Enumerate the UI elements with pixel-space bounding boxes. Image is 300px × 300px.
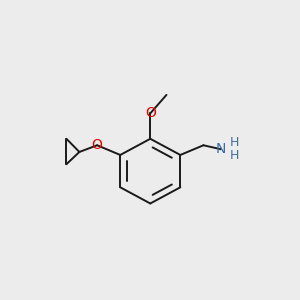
- Text: N: N: [216, 142, 226, 156]
- Text: H: H: [230, 136, 239, 149]
- Text: O: O: [145, 106, 156, 120]
- Text: O: O: [92, 138, 103, 152]
- Text: H: H: [230, 149, 239, 162]
